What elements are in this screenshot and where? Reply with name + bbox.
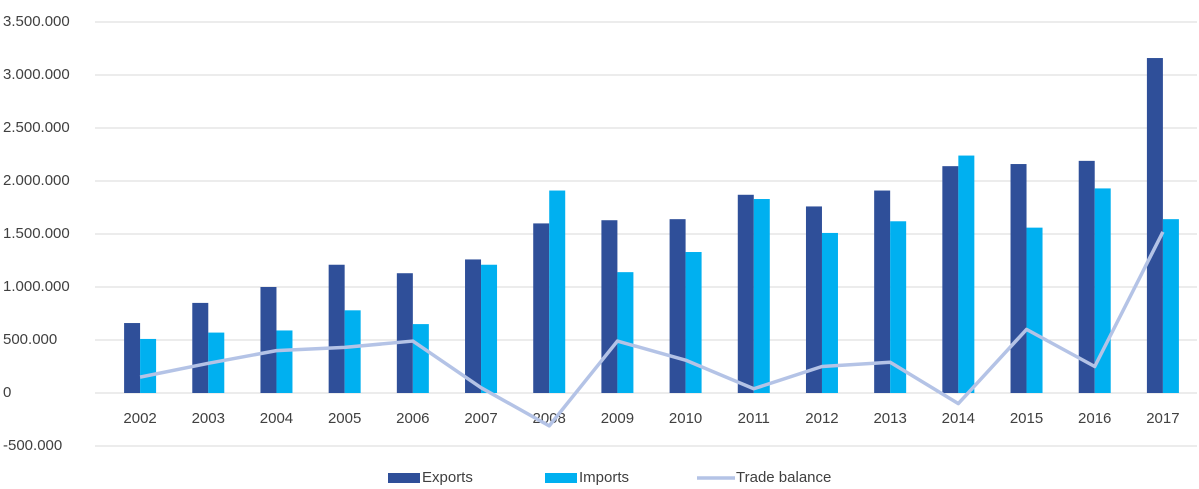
x-tick-label: 2003 bbox=[192, 410, 225, 427]
bar bbox=[1162, 219, 1179, 393]
x-tick-label: 2011 bbox=[738, 410, 770, 427]
bar bbox=[412, 324, 429, 393]
bar bbox=[328, 264, 345, 393]
legend-label: Imports bbox=[579, 469, 629, 486]
bar bbox=[481, 264, 498, 393]
x-tick-label: 2013 bbox=[873, 410, 906, 427]
legend-swatch bbox=[545, 473, 577, 483]
bar bbox=[344, 310, 361, 393]
bar bbox=[1078, 160, 1095, 393]
y-tick-label: 0 bbox=[3, 384, 11, 401]
bar bbox=[601, 220, 618, 393]
x-tick-label: 2006 bbox=[396, 410, 429, 427]
bar bbox=[533, 223, 550, 393]
x-tick-label: 2014 bbox=[942, 410, 975, 427]
y-tick-label: 2.500.000 bbox=[3, 119, 70, 136]
x-tick-label: 2017 bbox=[1146, 410, 1179, 427]
bar bbox=[821, 232, 838, 393]
bar bbox=[1010, 164, 1027, 393]
bar bbox=[140, 338, 157, 393]
y-tick-label: 1.000.000 bbox=[3, 278, 70, 295]
legend-label: Exports bbox=[422, 469, 473, 486]
bar bbox=[276, 330, 293, 393]
x-tick-label: 2007 bbox=[464, 410, 497, 427]
bar bbox=[890, 221, 907, 393]
bar bbox=[874, 190, 891, 393]
legend-swatch bbox=[388, 473, 420, 483]
bar bbox=[942, 166, 959, 393]
x-tick-label: 2015 bbox=[1010, 410, 1043, 427]
y-tick-label: 3.000.000 bbox=[3, 66, 70, 83]
bar bbox=[617, 272, 634, 393]
bar bbox=[805, 206, 822, 393]
y-tick-label: 500.000 bbox=[3, 331, 57, 348]
legend-label: Trade balance bbox=[736, 469, 831, 486]
bar bbox=[124, 323, 141, 393]
bar bbox=[685, 252, 702, 393]
bar bbox=[753, 199, 770, 393]
bar bbox=[192, 302, 209, 393]
y-tick-label: 2.000.000 bbox=[3, 172, 70, 189]
bar bbox=[396, 273, 413, 393]
x-tick-label: 2002 bbox=[123, 410, 156, 427]
x-tick-label: 2010 bbox=[669, 410, 702, 427]
bar bbox=[1146, 58, 1163, 393]
trade-line bbox=[139, 231, 1165, 428]
bar bbox=[958, 155, 975, 393]
x-tick-label: 2005 bbox=[328, 410, 361, 427]
bar bbox=[549, 190, 566, 393]
y-tick-label: -500.000 bbox=[3, 437, 62, 454]
y-tick-label: 1.500.000 bbox=[3, 225, 70, 242]
x-tick-label: 2009 bbox=[601, 410, 634, 427]
bar bbox=[669, 219, 686, 393]
bar bbox=[260, 287, 277, 393]
x-tick-label: 2016 bbox=[1078, 410, 1111, 427]
bar bbox=[1026, 227, 1043, 393]
x-tick-label: 2012 bbox=[805, 410, 838, 427]
bar bbox=[737, 194, 754, 393]
y-tick-label: 3.500.000 bbox=[3, 13, 70, 30]
x-tick-label: 2004 bbox=[260, 410, 293, 427]
bar bbox=[465, 259, 482, 393]
